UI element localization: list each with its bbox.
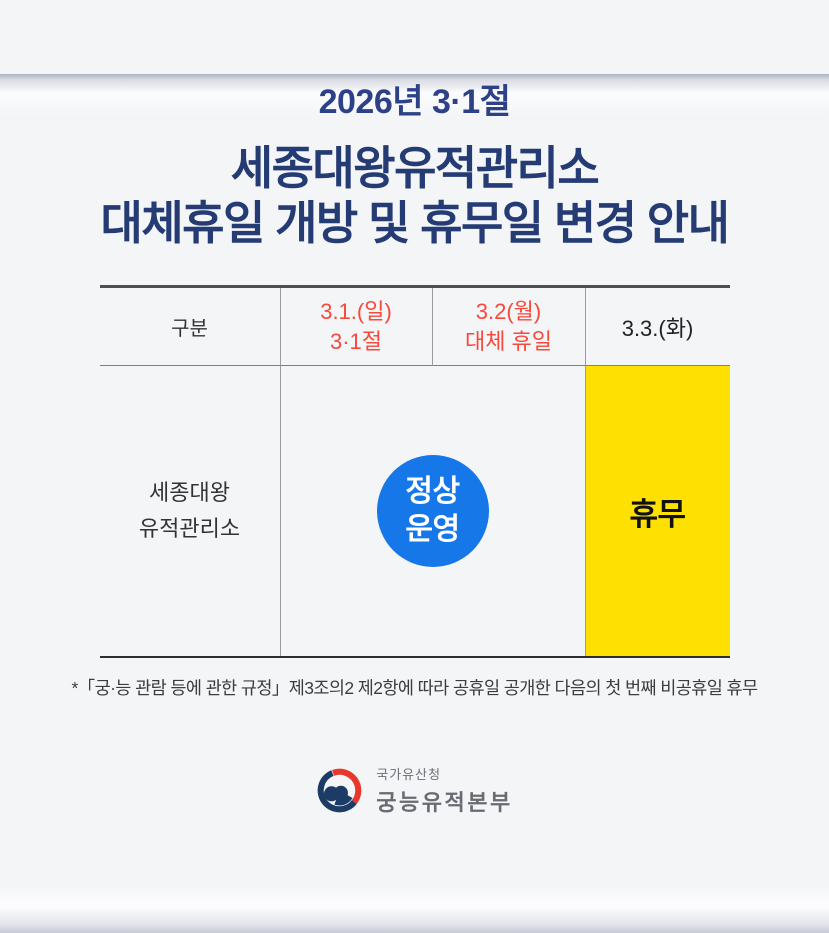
top-edge-shading <box>0 74 829 116</box>
site-name-line2: 유적관리소 <box>138 516 241 541</box>
table-header-mar3-date: 3.3.(화) <box>621 315 694 341</box>
table-header-mar1: 3.1.(일) 3·1절 <box>279 288 432 366</box>
regulation-footnote: *「궁·능 관람 등에 관한 규정」제3조의2 제2항에 따라 공휴일 공개한 … <box>71 678 758 698</box>
site-name-line1: 세종대왕 <box>149 480 230 505</box>
agency-name-large: 궁능유적본부 <box>376 790 513 815</box>
table-cell-site-name: 세종대왕 유적관리소 <box>100 366 280 656</box>
table-cell-closed: 휴무 <box>584 366 730 656</box>
open-label-line1: 정상 <box>405 475 460 508</box>
agency-logo-text: 국가유산청 궁능유적본부 <box>376 764 512 817</box>
table-header-mar2: 3.2(월) 대체 휴일 <box>431 288 585 366</box>
normal-operation-badge: 정상 운영 <box>376 455 489 567</box>
korea-heritage-service-emblem-icon <box>317 768 362 813</box>
agency-name-small: 국가유산청 <box>376 767 442 782</box>
notice-page: 2026년 3·1절 세종대왕유적관리소 대체휴일 개방 및 휴무일 변경 안내… <box>0 74 829 817</box>
agency-logo: 국가유산청 궁능유적본부 <box>0 764 829 817</box>
table-header-mar2-date: 3.2(월) <box>475 298 542 324</box>
table-header-category: 구분 <box>99 288 280 366</box>
notice-title: 세종대왕유적관리소 대체휴일 개방 및 휴무일 변경 안내 <box>0 141 829 251</box>
notice-title-line1: 세종대왕유적관리소 <box>230 142 600 194</box>
table-header-mar1-date: 3.1.(일) <box>320 298 392 324</box>
notice-subtitle: 2026년 3·1절 <box>318 83 511 121</box>
notice-title-line2: 대체휴일 개방 및 휴무일 변경 안내 <box>100 197 730 249</box>
open-label-line2: 운영 <box>405 513 460 546</box>
table-header-mar1-holiday: 3·1절 <box>329 328 383 354</box>
table-header-mar3: 3.3.(화) <box>584 288 730 366</box>
table-header-mar2-holiday: 대체 휴일 <box>464 328 553 354</box>
table-cell-open: 정상 운영 <box>279 366 585 656</box>
notice-header: 2026년 3·1절 세종대왕유적관리소 대체휴일 개방 및 휴무일 변경 안내 <box>0 74 829 251</box>
table-header-category-label: 구분 <box>171 318 208 340</box>
bottom-edge-shading <box>0 885 829 933</box>
schedule-table: 구분 3.1.(일) 3·1절 3.2(월) 대체 휴일 3.3.(화) 세종대… <box>99 285 730 658</box>
closed-label: 휴무 <box>629 496 686 532</box>
